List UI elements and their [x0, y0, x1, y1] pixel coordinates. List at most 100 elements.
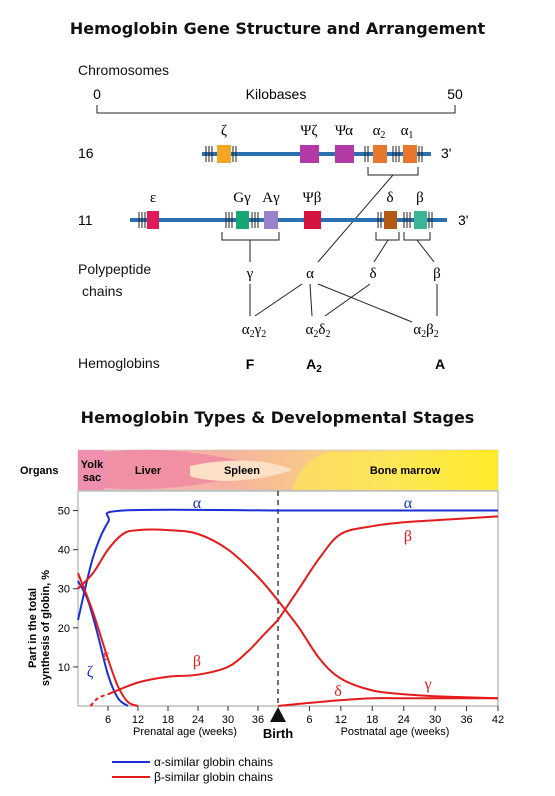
gene-psi-beta — [304, 211, 321, 229]
dev-chart: Organs Yolk sac Liver Spleen Bone marrow… — [20, 449, 504, 784]
gene-alpha1 — [403, 145, 417, 163]
series-label-β: β — [404, 528, 412, 545]
prenatal-axis-label: Prenatal age (weeks) — [133, 726, 237, 738]
series-label-α: α — [193, 495, 202, 512]
x-tick-label-postnatal: 42 — [492, 714, 504, 726]
y-tick-label: 50 — [58, 506, 70, 518]
x-tick-label-postnatal: 6 — [306, 714, 312, 726]
x-tick-label-postnatal: 24 — [398, 714, 410, 726]
x-tick-label-prenatal: 24 — [192, 714, 204, 726]
series-label-ζ: ζ — [87, 664, 94, 681]
combo-a2d2: α2δ2 — [306, 322, 331, 340]
gene-psi-zeta — [300, 145, 319, 163]
gene-epsilon — [147, 211, 159, 229]
beta-connector — [416, 239, 435, 263]
label-psi-zeta: Ψζ — [300, 123, 317, 139]
combo-a2g2: α2γ2 — [242, 322, 267, 340]
series-line-β-early-dashed — [89, 693, 109, 707]
chr11-number: 11 — [78, 212, 93, 228]
y-tick-label: 20 — [58, 623, 70, 635]
series-label-γ: γ — [423, 676, 431, 693]
x-tick-label-postnatal: 12 — [335, 714, 347, 726]
hemoglobin-a: A — [435, 356, 445, 372]
hemoglobin-a2: A2 — [306, 356, 322, 375]
x-tick-label-prenatal: 6 — [105, 714, 111, 726]
organ-label-yolk: Yolk — [81, 459, 104, 471]
x-tick-label-postnatal: 30 — [429, 714, 441, 726]
chain-delta: δ — [369, 266, 376, 282]
gamma-gene-bracket — [221, 232, 280, 241]
series-line-α-prenatal — [77, 508, 279, 621]
series-line-β-prenatal — [107, 619, 279, 696]
label-psi-alpha: Ψα — [335, 123, 353, 139]
alpha-gene-bracket — [367, 167, 419, 176]
chr11-intron-marks — [138, 212, 433, 228]
chr11-3prime: 3' — [458, 212, 468, 228]
organ-label-spleen: Spleen — [224, 465, 260, 477]
organ-bone-marrow — [292, 452, 498, 490]
label-epsilon: ε — [150, 190, 156, 206]
series-label-ε: ε — [103, 647, 110, 664]
chain-beta: β — [433, 266, 441, 282]
series-label-δ: δ — [334, 683, 342, 700]
organ-yolk-sac — [78, 450, 108, 490]
label-psi-beta: Ψβ — [303, 190, 322, 206]
hemoglobin-f: F — [246, 356, 255, 372]
series-label-β: β — [193, 653, 201, 670]
y-tick-label: 40 — [58, 545, 70, 557]
y-tick-label: 30 — [58, 584, 70, 596]
series-line-β-postnatal — [277, 515, 499, 621]
gene-g-gamma — [236, 211, 249, 229]
organ-label-liver: Liver — [135, 465, 162, 477]
scale-bracket — [96, 105, 456, 114]
label-delta: δ — [386, 190, 393, 206]
series-layer — [77, 508, 499, 707]
combo-a2b2: α2β2 — [413, 322, 439, 340]
label-zeta: ζ — [221, 123, 227, 139]
gene-alpha2 — [373, 145, 387, 163]
gene-delta — [384, 211, 397, 229]
gene-psi-alpha — [335, 145, 354, 163]
birth-label: Birth — [263, 726, 293, 741]
hemoglobins-label: Hemoglobins — [78, 355, 160, 371]
y-axis-label-line2: synthesis of globin, % — [40, 570, 52, 686]
gene-diagram: 0 Kilobases 50 16 3' ζ Ψζ Ψα α2 α1 11 3'… — [78, 86, 468, 375]
beta-gene-bracket — [403, 232, 431, 241]
scale-unit: Kilobases — [246, 86, 307, 102]
series-line-γ-prenatal — [77, 528, 279, 602]
x-tick-label-prenatal: 36 — [252, 714, 264, 726]
label-beta: β — [416, 190, 424, 206]
postnatal-axis-label: Postnatal age (weeks) — [341, 726, 450, 738]
chr16-number: 16 — [78, 145, 94, 161]
polypeptide-label-line2: chains — [82, 283, 123, 299]
chr16-intron-marks — [205, 146, 423, 162]
x-tick-label-prenatal: 30 — [222, 714, 234, 726]
scale-end: 50 — [447, 86, 463, 102]
gene-zeta — [217, 145, 231, 163]
y-tick-label: 10 — [58, 662, 70, 674]
chr16-3prime: 3' — [441, 145, 451, 161]
x-tick-label-postnatal: 18 — [366, 714, 378, 726]
organ-spleen — [190, 460, 292, 481]
gene-beta — [414, 211, 427, 229]
x-tick-label-postnatal: 36 — [460, 714, 472, 726]
series-line-γ-postnatal — [277, 599, 499, 700]
legend-alpha-label: α-similar globin chains — [154, 755, 273, 769]
gene-diagram-title: Hemoglobin Gene Structure and Arrangemen… — [69, 19, 486, 38]
chain-connectors — [249, 283, 438, 323]
organ-label-sac: sac — [83, 472, 101, 484]
x-tick-label-prenatal: 12 — [132, 714, 144, 726]
label-alpha2: α2 — [373, 123, 386, 141]
plot-area — [77, 490, 499, 707]
scale-start: 0 — [93, 86, 101, 102]
series-labels: α αβε βζδ γ — [87, 495, 432, 700]
organ-label-bone-marrow: Bone marrow — [370, 465, 441, 477]
chromosomes-label: Chromosomes — [78, 62, 170, 78]
x-tick-label-prenatal: 18 — [162, 714, 174, 726]
y-axis-ticks: 10 20 30 40 50 — [58, 506, 78, 674]
x-axis-ticks: 6 12 18 24 30 36 6 12 18 24 30 36 42 — [105, 706, 504, 726]
label-g-gamma: Gγ — [233, 190, 251, 206]
polypeptide-label-line1: Polypeptide — [78, 261, 152, 277]
gene-a-gamma — [264, 211, 278, 229]
series-line-ε-prenatal — [77, 572, 139, 707]
